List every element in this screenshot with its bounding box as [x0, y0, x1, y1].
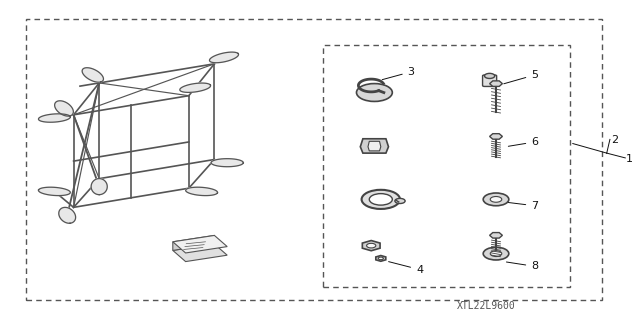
Polygon shape — [91, 179, 108, 195]
Polygon shape — [38, 187, 70, 196]
Text: 3: 3 — [382, 67, 415, 80]
Polygon shape — [38, 114, 70, 122]
FancyBboxPatch shape — [483, 75, 497, 86]
Polygon shape — [180, 83, 211, 93]
Polygon shape — [59, 207, 76, 223]
Polygon shape — [376, 256, 386, 261]
Polygon shape — [173, 244, 227, 262]
Polygon shape — [173, 235, 214, 250]
Circle shape — [362, 190, 400, 209]
Circle shape — [483, 247, 509, 260]
Polygon shape — [362, 241, 380, 251]
Text: 4: 4 — [388, 262, 423, 275]
Polygon shape — [82, 68, 104, 82]
Circle shape — [395, 198, 405, 204]
Polygon shape — [490, 233, 502, 238]
Circle shape — [484, 73, 495, 78]
Text: 8: 8 — [506, 261, 538, 271]
Text: 1: 1 — [626, 154, 633, 165]
Polygon shape — [173, 235, 227, 253]
Circle shape — [483, 193, 509, 206]
Circle shape — [356, 84, 392, 101]
Text: 7: 7 — [506, 201, 538, 211]
Circle shape — [490, 197, 502, 202]
Text: 6: 6 — [508, 137, 538, 147]
Polygon shape — [209, 52, 239, 63]
Text: XTL22L9600: XTL22L9600 — [457, 301, 516, 311]
Polygon shape — [211, 159, 243, 167]
Text: 2: 2 — [611, 135, 618, 145]
Polygon shape — [368, 141, 381, 151]
Polygon shape — [490, 134, 502, 139]
Circle shape — [367, 243, 376, 248]
Circle shape — [490, 251, 502, 256]
Polygon shape — [186, 187, 218, 196]
Circle shape — [369, 194, 392, 205]
Polygon shape — [490, 81, 502, 86]
Polygon shape — [54, 101, 74, 116]
Polygon shape — [360, 139, 388, 153]
Text: 5: 5 — [504, 70, 538, 84]
Circle shape — [378, 257, 383, 260]
